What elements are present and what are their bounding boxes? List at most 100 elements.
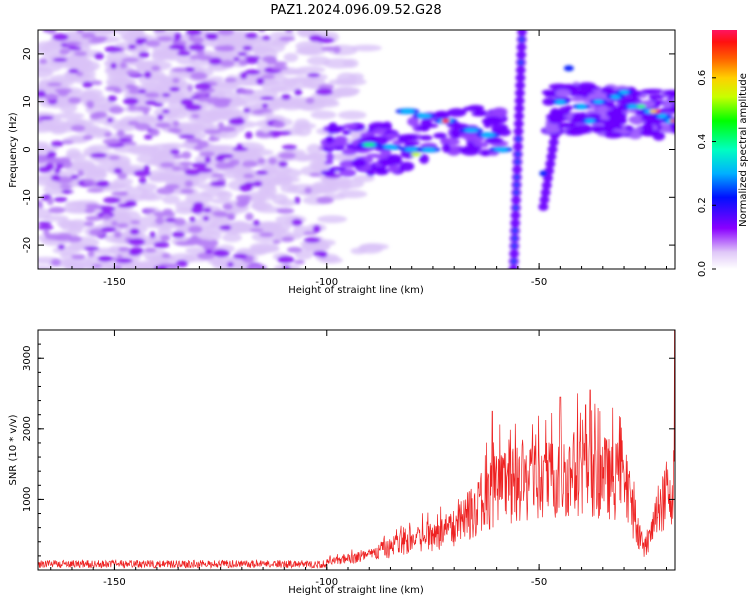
spectrogram-blob (91, 247, 123, 255)
spectrogram-blob (68, 219, 88, 229)
spectrogram-blob (415, 125, 429, 131)
spectrogram-blob (515, 151, 521, 157)
spectrogram-blob (85, 215, 103, 221)
spectrogram-blob (514, 159, 520, 165)
spectrogram-blob (172, 120, 180, 127)
spectrogram-blob (181, 151, 192, 160)
spectrogram-blob (91, 80, 103, 86)
spectrogram-blob (189, 132, 207, 140)
spectrogram-blob (294, 88, 303, 96)
spectrogram-blob (287, 246, 303, 253)
spectrogram-blob (170, 67, 188, 73)
spectrogram-blob (283, 52, 299, 63)
spectrogram-blob (74, 51, 88, 57)
spectrogram-blob (515, 81, 526, 90)
spectrogram-blob (124, 262, 151, 269)
spectrogram-blob (480, 150, 491, 157)
spectrogram-x-tick-label: -150 (103, 277, 126, 288)
spectrogram-blob (208, 239, 219, 247)
spectrogram-blob (636, 104, 647, 109)
snr-series-line (38, 330, 675, 570)
spectrogram-blob (55, 112, 85, 120)
spectrogram-blob (649, 109, 658, 114)
snr-y-label: SNR (10 * v/v) (8, 414, 19, 485)
spectrogram-blob (144, 247, 157, 253)
spectrogram-blob (171, 166, 182, 171)
spectrogram-blob (91, 35, 108, 42)
snr-x-ticks: -150 -100 -50 (50, 330, 668, 588)
spectrogram-blob (100, 205, 116, 213)
spectrogram-blob (668, 109, 675, 114)
spectrogram-blob (129, 228, 140, 235)
spectrogram-blob (213, 249, 230, 258)
spectrogram-blob (511, 243, 517, 249)
spectrogram-blob (114, 265, 122, 269)
spectrogram-blob (514, 112, 525, 121)
spectrogram-blob (249, 228, 264, 233)
spectrogram-blob (241, 148, 274, 157)
spectrogram-blob (135, 37, 145, 46)
spectrogram-blob (127, 30, 145, 38)
spectrogram-blob (149, 231, 156, 239)
spectrogram-blob (597, 104, 607, 114)
spectrogram-blob (211, 173, 225, 178)
spectrogram-blob (328, 78, 357, 86)
spectrogram-blob (153, 265, 169, 269)
spectrogram-blob (244, 32, 258, 39)
spectrogram-blob (149, 174, 172, 182)
spectrogram-blob (102, 138, 121, 145)
spectrogram-blob (138, 51, 150, 59)
spectrogram-blob (210, 181, 226, 186)
spectrogram-blob (585, 118, 596, 123)
spectrogram-blob (403, 140, 421, 146)
spectrogram-blob (167, 127, 180, 133)
spectrogram-x-tick-label: -50 (531, 277, 547, 288)
spectrogram-blob (84, 207, 96, 214)
spectrogram-blob (43, 229, 50, 236)
spectrogram-blob (121, 57, 140, 63)
spectrogram-blob (440, 138, 460, 146)
snr-y-tick-label: 3000 (22, 346, 33, 371)
spectrogram-blob (294, 118, 310, 128)
spectrogram-blob (332, 86, 359, 97)
spectrogram-blob (127, 44, 137, 50)
spectrogram-blob (604, 131, 623, 139)
spectrogram-blob (173, 154, 183, 160)
spectrogram-blob (88, 144, 112, 152)
spectrogram-blob (251, 109, 265, 115)
spectrogram-blob (113, 88, 123, 94)
spectrogram-blob (510, 219, 521, 228)
spectrogram-blob (159, 162, 175, 168)
spectrogram-blob (250, 201, 273, 210)
spectrogram-blob (50, 74, 79, 83)
spectrogram-blob (601, 86, 615, 94)
spectrogram-blob (342, 58, 359, 69)
spectrogram-blob (228, 159, 241, 166)
spectrogram-blob (310, 110, 337, 120)
spectrogram-blob (278, 160, 288, 168)
spectrogram-blob (272, 120, 286, 129)
spectrogram-blob (81, 32, 96, 39)
spectrogram-blob (65, 41, 82, 47)
spectrogram-blob (180, 188, 195, 194)
spectrogram-blob (97, 255, 113, 262)
spectrogram-blob (138, 89, 147, 94)
spectrogram-blob (123, 45, 150, 53)
spectrogram-blob (612, 118, 627, 125)
spectrogram-blob (185, 138, 202, 144)
spectrogram-blob (386, 166, 400, 173)
spectrogram-blob (102, 214, 112, 221)
snr-frame (37, 329, 676, 571)
spectrogram-blob (224, 77, 237, 83)
spectrogram-blob (270, 65, 289, 71)
spectrogram-blob (600, 115, 610, 121)
spectrogram-blob (213, 212, 231, 218)
spectrogram-blob (301, 242, 330, 253)
spectrogram-blob (42, 51, 64, 60)
spectrogram-blob (138, 177, 147, 184)
spectrogram-blob (179, 174, 200, 181)
spectrogram-blob (605, 109, 623, 119)
spectrogram-blob (105, 76, 133, 87)
colorbar-tick-label: 0.2 (697, 197, 708, 213)
